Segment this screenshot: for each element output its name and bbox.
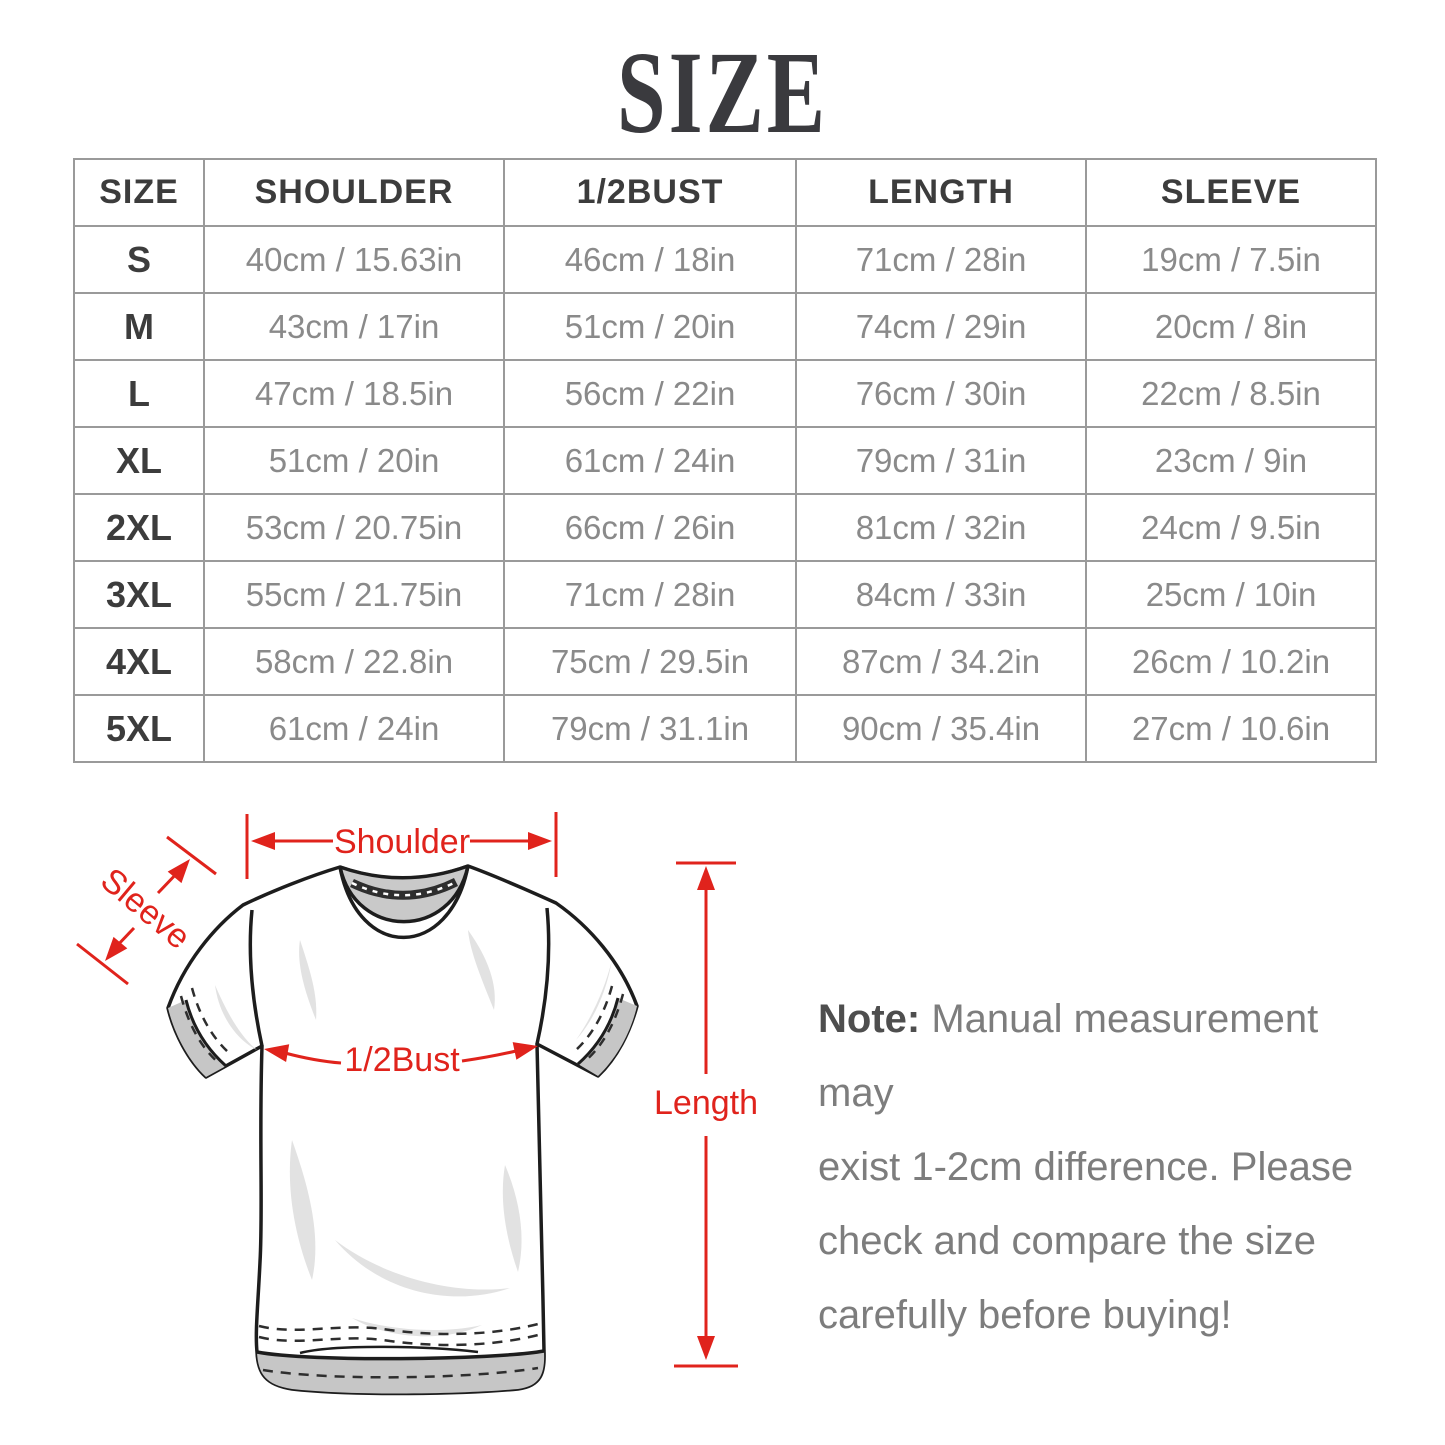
measurement-cell: 75cm / 29.5in [503,627,797,696]
size-cell: 3XL [73,560,205,629]
measurement-cell: 76cm / 30in [795,359,1087,428]
size-table: SIZE SHOULDER 1/2BUST LENGTH SLEEVE S 40c… [73,158,1377,763]
note-line-2: exist 1-2cm difference. Please [818,1145,1354,1189]
measurement-cell: 56cm / 22in [503,359,797,428]
table-row: 2XL 53cm / 20.75in 66cm / 26in 81cm / 32in 2… [73,493,1377,562]
measurement-cell: 71cm / 28in [795,225,1087,294]
measurement-cell: 90cm / 35.4in [795,694,1087,763]
note-line-3: check and compare the size [818,1219,1317,1263]
measurement-cell: 19cm / 7.5in [1085,225,1377,294]
column-header-bust: 1/2BUST [503,158,797,227]
measurement-cell: 71cm / 28in [503,560,797,629]
table-row: S 40cm / 15.63in 46cm / 18in 71cm / 28in 19c… [73,225,1377,294]
sleeve-measure [76,835,217,986]
page-title: SIZE [617,27,828,158]
measurement-cell: 40cm / 15.63in [203,225,505,294]
measurement-cell: 84cm / 33in [795,560,1087,629]
note-text: Note: Manual measurement may exist 1-2cm… [818,982,1393,1352]
table-row: M 43cm / 17in 51cm / 20in 74cm / 29in 20cm /… [73,292,1377,361]
size-cell: 4XL [73,627,205,696]
wrinkle-shading [215,930,612,1337]
measurement-cell: 79cm / 31.1in [503,694,797,763]
size-cell: S [73,225,205,294]
column-header-size: SIZE [73,158,205,227]
measurement-cell: 43cm / 17in [203,292,505,361]
measurement-cell: 47cm / 18.5in [203,359,505,428]
measurement-cell: 53cm / 20.75in [203,493,505,562]
note-label: Note: [818,997,921,1041]
measurement-cell: 26cm / 10.2in [1085,627,1377,696]
measurement-cell: 79cm / 31in [795,426,1087,495]
bust-measure [264,1042,538,1065]
note-line-4: carefully before buying! [818,1293,1232,1337]
table-row: 5XL 61cm / 24in 79cm / 31.1in 90cm / 35.4in… [73,694,1377,763]
table-row: 4XL 58cm / 22.8in 75cm / 29.5in 87cm / 34.2… [73,627,1377,696]
tshirt-diagram: Shoulder Sleeve 1/2Bust Length [76,812,758,1396]
length-measure [674,861,738,1368]
measurement-annotations [76,812,738,1368]
measurement-cell: 51cm / 20in [203,426,505,495]
measurement-cell: 74cm / 29in [795,292,1087,361]
measurement-cell: 55cm / 21.75in [203,560,505,629]
measurement-cell: 25cm / 10in [1085,560,1377,629]
column-header-shoulder: SHOULDER [203,158,505,227]
measurement-cell: 66cm / 26in [503,493,797,562]
bottom-hem [256,1321,545,1394]
measurement-cell: 27cm / 10.6in [1085,694,1377,763]
measurement-cell: 61cm / 24in [503,426,797,495]
left-sleeve-seam [248,909,264,1047]
table-header-row: SIZE SHOULDER 1/2BUST LENGTH SLEEVE [73,158,1377,227]
table-row: XL 51cm / 20in 61cm / 24in 79cm / 31in 23cm … [73,426,1377,495]
measurement-cell: 81cm / 32in [795,493,1087,562]
measurement-cell: 46cm / 18in [503,225,797,294]
measurement-cell: 24cm / 9.5in [1085,493,1377,562]
measurement-cell: 20cm / 8in [1085,292,1377,361]
table-row: 3XL 55cm / 21.75in 71cm / 28in 84cm / 33in 2… [73,560,1377,629]
size-cell: XL [73,426,205,495]
measurement-cell: 22cm / 8.5in [1085,359,1377,428]
size-cell: L [73,359,205,428]
bust-label: 1/2Bust [344,1041,460,1079]
measurement-cell: 61cm / 24in [203,694,505,763]
measurement-cell: 87cm / 34.2in [795,627,1087,696]
table-row: L 47cm / 18.5in 56cm / 22in 76cm / 30in 22cm… [73,359,1377,428]
measurement-cell: 51cm / 20in [503,292,797,361]
size-cell: 5XL [73,694,205,763]
size-cell: M [73,292,205,361]
length-label: Length [654,1084,758,1122]
right-sleeve-seam [535,907,551,1045]
column-header-length: LENGTH [795,158,1087,227]
right-cuff [575,985,637,1076]
column-header-sleeve: SLEEVE [1085,158,1377,227]
page-title-wrap: SIZE [0,34,1445,152]
measurement-cell: 23cm / 9in [1085,426,1377,495]
size-cell: 2XL [73,493,205,562]
note-line-1: Manual measurement may [818,997,1319,1115]
size-table-body: S 40cm / 15.63in 46cm / 18in 71cm / 28in 19c… [73,225,1377,763]
shoulder-measure [245,812,558,879]
shoulder-label: Shoulder [334,823,470,861]
tshirt-body [166,864,639,1396]
left-cuff [168,987,229,1077]
measurement-cell: 58cm / 22.8in [203,627,505,696]
collar [338,864,470,939]
